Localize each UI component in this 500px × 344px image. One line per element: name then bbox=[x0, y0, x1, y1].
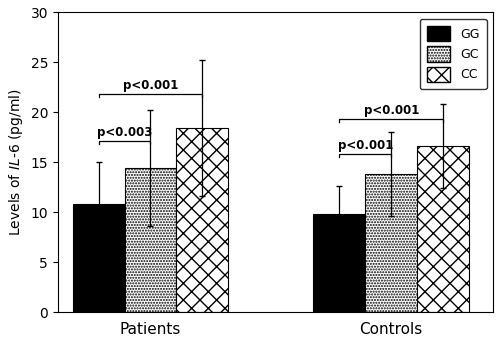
Bar bbox=[417, 147, 469, 312]
Bar bbox=[366, 174, 417, 312]
Bar bbox=[176, 128, 228, 312]
Text: p<0.001: p<0.001 bbox=[338, 139, 393, 152]
Text: p<0.003: p<0.003 bbox=[97, 126, 152, 139]
Bar bbox=[72, 204, 124, 312]
Legend: GG, GC, CC: GG, GC, CC bbox=[420, 19, 487, 89]
Text: p<0.001: p<0.001 bbox=[364, 105, 419, 117]
Text: p<0.001: p<0.001 bbox=[123, 79, 178, 93]
Bar bbox=[314, 214, 366, 312]
Y-axis label: Levels of $\it{IL}$-$\it{6}$ (pg/ml): Levels of $\it{IL}$-$\it{6}$ (pg/ml) bbox=[7, 88, 25, 236]
Bar bbox=[124, 168, 176, 312]
